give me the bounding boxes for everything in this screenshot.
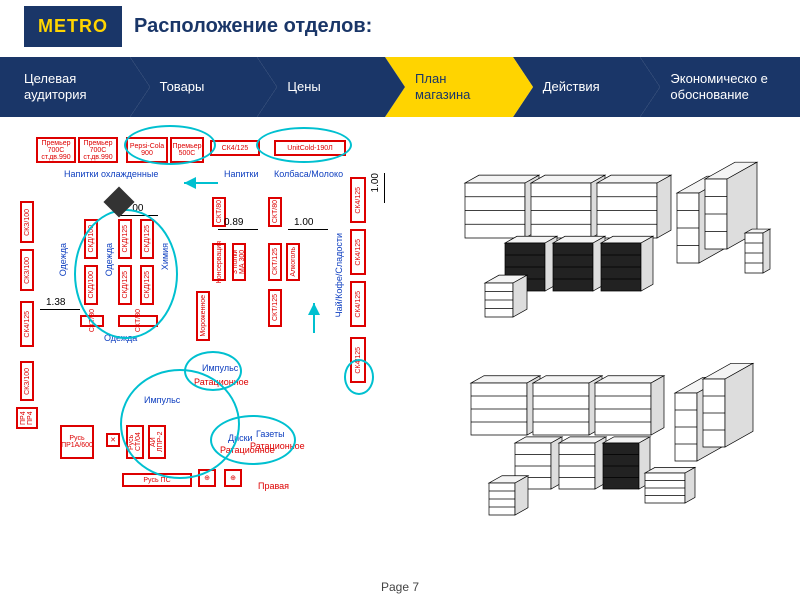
iso-svg (444, 133, 786, 323)
plan-unit: Консервация (212, 243, 226, 281)
annotation-circle (210, 415, 296, 465)
plan-unit: СКЗ/100 (20, 249, 34, 291)
plan-unit: СКТ/125 (268, 243, 282, 281)
plan-unit: СК4/125 (350, 177, 366, 223)
plan-label: Колбаса/Молоко (274, 169, 343, 179)
plan-unit: СКТ/80 (268, 197, 282, 227)
dimension-label: 1.38 (46, 297, 65, 308)
dimension-label: 1.00 (294, 217, 313, 228)
plan-label: Правая (258, 481, 289, 491)
annotation-circle (344, 359, 374, 395)
plan-unit: СК4/125 (350, 229, 366, 275)
plan-unit: Мороженное (196, 291, 210, 341)
annotation-circle (124, 125, 216, 165)
plan-unit: СК4/125 (210, 140, 260, 156)
header: METRO Расположение отделов: (0, 0, 800, 53)
plan-unit: Премьер 700С ст.дв.990 (78, 137, 118, 163)
plan-label: Напитки (224, 169, 259, 179)
iso-svg (444, 337, 786, 527)
page-title: Расположение отделов: (134, 15, 372, 38)
dimension-label: 0.89 (224, 217, 243, 228)
plan-unit: СКЗ/100 (20, 201, 34, 243)
plan-unit: Алкоголь (286, 243, 300, 281)
plan-label: Напитки охлажденные (64, 169, 158, 179)
plan-label: Одежда (58, 243, 68, 276)
isometric-view-top (444, 133, 786, 323)
dimension-label: 1.00 (370, 173, 381, 192)
nav-step-5[interactable]: Экономическо е обоснование (640, 57, 800, 117)
plan-label: Чай/Кофе/Сладости (334, 233, 344, 317)
plan-unit: ✕ (106, 433, 120, 447)
brand-logo: METRO (24, 6, 122, 47)
plan-unit: Премьер 700С ст.дв.990 (36, 137, 76, 163)
plan-unit: 3 полки МА 300 (232, 243, 246, 281)
plan-unit: СКТ/125 (268, 289, 282, 327)
plan-unit: ПР4 ПР4 (16, 407, 38, 429)
plan-unit: СКЗ/100 (20, 361, 34, 401)
annotation-circle (256, 127, 352, 163)
plan-unit: Русь ПР1А/600 (60, 425, 94, 459)
nav-step-0[interactable]: Целевая аудитория (0, 57, 130, 117)
plan-unit: СК4/125 (350, 281, 366, 327)
floorplan-diagram: Премьер 700С ст.дв.990Премьер 700С ст.дв… (14, 133, 432, 533)
annotation-circle (184, 351, 242, 391)
plan-unit: СК4/125 (20, 301, 34, 347)
process-chevron-nav: Целевая аудиторияТоварыЦеныПлан магазина… (0, 57, 800, 117)
plan-unit: ⊕ (224, 469, 242, 487)
annotation-circle (74, 209, 178, 339)
isometric-view-bottom (444, 337, 786, 527)
isometric-panel (444, 133, 786, 533)
page-footer: Page 7 (0, 580, 800, 594)
content-area: Премьер 700С ст.дв.990Премьер 700С ст.дв… (0, 117, 800, 533)
